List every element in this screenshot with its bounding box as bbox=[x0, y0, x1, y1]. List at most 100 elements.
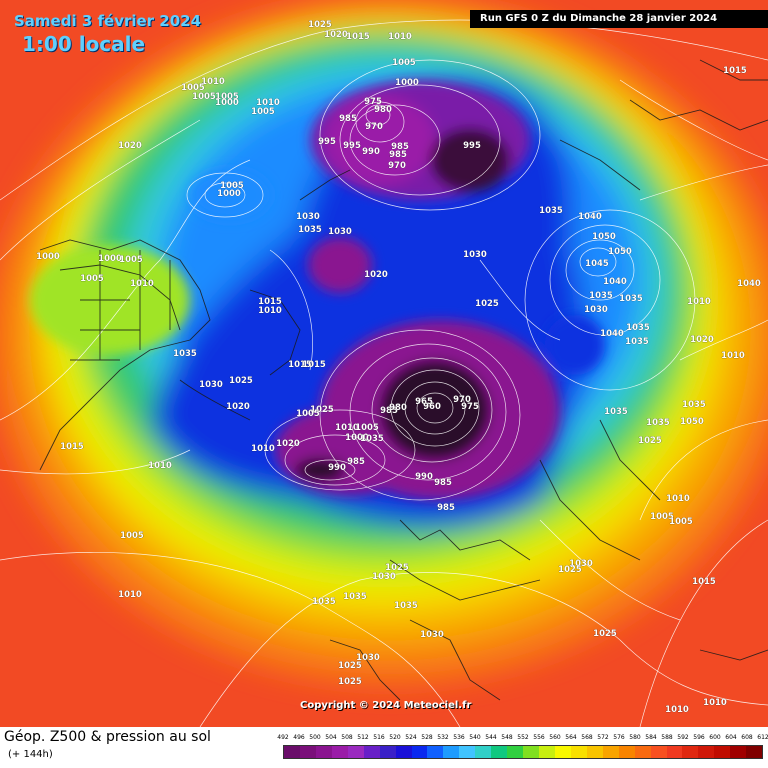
isobar-label: 1025 bbox=[338, 677, 362, 687]
isobar-label: 1025 bbox=[338, 661, 362, 671]
isobar-label: 970 bbox=[388, 161, 406, 171]
isobar-label: 1025 bbox=[638, 436, 662, 446]
isobar-label: 1025 bbox=[229, 376, 253, 386]
scale-tick-label: 500 bbox=[309, 734, 321, 741]
scale-swatch bbox=[411, 746, 428, 758]
isobar-label: 995 bbox=[343, 141, 361, 151]
isobar-label: 1010 bbox=[687, 297, 711, 307]
scale-tick-label: 508 bbox=[341, 734, 353, 741]
isobar-label: 995 bbox=[318, 137, 336, 147]
scale-swatch bbox=[395, 746, 412, 758]
isobar-label: 1030 bbox=[569, 559, 593, 569]
isobar-label: 985 bbox=[434, 478, 452, 488]
isobar-label: 1025 bbox=[310, 405, 334, 415]
isobar-label: 995 bbox=[463, 141, 481, 151]
isobar-label: 1010 bbox=[703, 698, 727, 708]
scale-swatch bbox=[650, 746, 667, 758]
isobar-label: 970 bbox=[365, 122, 383, 132]
isobar-label: 1015 bbox=[258, 297, 282, 307]
isobar-label: 1005 bbox=[120, 531, 144, 541]
isobar-label: 1020 bbox=[118, 141, 142, 151]
isobar-label: 1030 bbox=[420, 630, 444, 640]
isobar-label: 1020 bbox=[324, 30, 348, 40]
isobar-label: 1035 bbox=[539, 206, 563, 216]
isobar-label: 985 bbox=[347, 457, 365, 467]
scale-tick-label: 612 bbox=[757, 734, 768, 741]
isobar-label: 1000 bbox=[215, 98, 239, 108]
isobar-label: 1000 bbox=[217, 189, 241, 199]
isobar-label: 1035 bbox=[589, 291, 613, 301]
scale-swatch bbox=[714, 746, 731, 758]
isobar-label: 1000 bbox=[98, 254, 122, 264]
scale-swatch bbox=[491, 746, 508, 758]
isobar-label: 1015 bbox=[692, 577, 716, 587]
isobar-label: 1010 bbox=[148, 461, 172, 471]
forecast-hour: (+ 144h) bbox=[8, 749, 53, 760]
scale-swatch bbox=[746, 746, 763, 758]
scale-swatch bbox=[523, 746, 539, 758]
scale-swatch bbox=[570, 746, 587, 758]
isobar-label: 1035 bbox=[360, 434, 384, 444]
isobar-label: 960 bbox=[423, 402, 441, 412]
isobars bbox=[0, 19, 768, 727]
scale-swatch bbox=[586, 746, 603, 758]
isobar-label: 975 bbox=[364, 97, 382, 107]
scale-swatch bbox=[379, 746, 396, 758]
isobar-label: 1000 bbox=[395, 78, 419, 88]
isobar-label: 985 bbox=[380, 406, 398, 416]
scale-tick-label: 532 bbox=[437, 734, 449, 741]
scale-tick-label: 540 bbox=[469, 734, 481, 741]
isobar-label: 1010 bbox=[251, 444, 275, 454]
scale-tick-label: 548 bbox=[501, 734, 513, 741]
isobar-label: 1020 bbox=[364, 270, 388, 280]
isobar-label: 1040 bbox=[603, 277, 627, 287]
forecast-local-time: 1:00 locale bbox=[22, 32, 146, 56]
isobar-label: 1010 bbox=[256, 98, 280, 108]
scale-tick-label: 572 bbox=[597, 734, 609, 741]
scale-swatch bbox=[363, 746, 380, 758]
isobar-label: 990 bbox=[415, 472, 433, 482]
isobar-label: 1015 bbox=[60, 442, 84, 452]
isobar-label: 1005 bbox=[392, 58, 416, 68]
isobar-label: 1030 bbox=[584, 305, 608, 315]
scale-tick-label: 564 bbox=[565, 734, 577, 741]
isobar-label: 1010 bbox=[666, 494, 690, 504]
isobar-label: 980 bbox=[389, 403, 407, 413]
scale-tick-label: 580 bbox=[629, 734, 641, 741]
scale-tick-label: 520 bbox=[389, 734, 401, 741]
isobar-label: 1015 bbox=[288, 360, 312, 370]
isobar-label: 1015 bbox=[346, 32, 370, 42]
scale-tick-label: 512 bbox=[357, 734, 369, 741]
isobar-label: 990 bbox=[362, 147, 380, 157]
isobar-label: 1005 bbox=[355, 423, 379, 433]
isobar-label: 1040 bbox=[578, 212, 602, 222]
isobar-label: 1020 bbox=[226, 402, 250, 412]
isobar-label: 1005 bbox=[192, 92, 216, 102]
scale-tick-label: 492 bbox=[277, 734, 289, 741]
isobar-label: 1025 bbox=[385, 563, 409, 573]
isobar-label: 985 bbox=[339, 114, 357, 124]
scale-tick-label: 600 bbox=[709, 734, 721, 741]
isobar-label: 1010 bbox=[665, 705, 689, 715]
scale-tick-label: 552 bbox=[517, 734, 529, 741]
isobar-label: 1035 bbox=[604, 407, 628, 417]
scale-tick-label: 604 bbox=[725, 734, 737, 741]
isobar-label: 965 bbox=[415, 397, 433, 407]
isobar-label: 1000 bbox=[345, 433, 369, 443]
scale-swatch bbox=[554, 746, 571, 758]
scale-tick-label: 504 bbox=[325, 734, 337, 741]
isobar-label: 1050 bbox=[592, 232, 616, 242]
scale-swatch bbox=[315, 746, 332, 758]
isobar-label: 1010 bbox=[388, 32, 412, 42]
isobar-label: 1045 bbox=[585, 259, 609, 269]
scale-tick-label: 496 bbox=[293, 734, 305, 741]
isobar-label: 1015 bbox=[302, 360, 326, 370]
scale-tick-label: 536 bbox=[453, 734, 465, 741]
scale-swatch bbox=[443, 746, 460, 758]
scale-tick-label: 560 bbox=[549, 734, 561, 741]
isobar-label: 1005 bbox=[119, 255, 143, 265]
legend-title: Géop. Z500 & pression au sol bbox=[4, 729, 211, 745]
copyright-notice: Copyright © 2024 Meteociel.fr bbox=[300, 700, 472, 711]
